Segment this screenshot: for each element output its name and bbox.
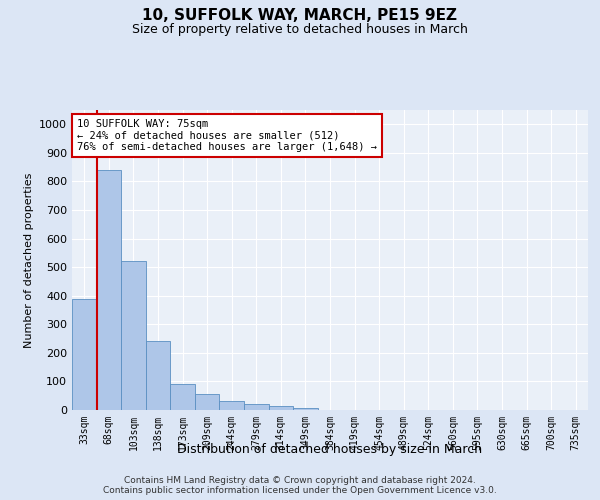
Bar — [269, 406, 293, 410]
Bar — [121, 262, 146, 410]
Bar — [195, 394, 220, 410]
Bar — [244, 404, 269, 410]
Text: 10 SUFFOLK WAY: 75sqm
← 24% of detached houses are smaller (512)
76% of semi-det: 10 SUFFOLK WAY: 75sqm ← 24% of detached … — [77, 119, 377, 152]
Text: Size of property relative to detached houses in March: Size of property relative to detached ho… — [132, 22, 468, 36]
Y-axis label: Number of detached properties: Number of detached properties — [23, 172, 34, 348]
Text: 10, SUFFOLK WAY, MARCH, PE15 9EZ: 10, SUFFOLK WAY, MARCH, PE15 9EZ — [143, 8, 458, 22]
Bar — [220, 402, 244, 410]
Bar — [97, 170, 121, 410]
Text: Distribution of detached houses by size in March: Distribution of detached houses by size … — [178, 442, 482, 456]
Bar — [72, 298, 97, 410]
Bar — [146, 342, 170, 410]
Bar — [293, 408, 318, 410]
Bar — [170, 384, 195, 410]
Text: Contains HM Land Registry data © Crown copyright and database right 2024.
Contai: Contains HM Land Registry data © Crown c… — [103, 476, 497, 495]
